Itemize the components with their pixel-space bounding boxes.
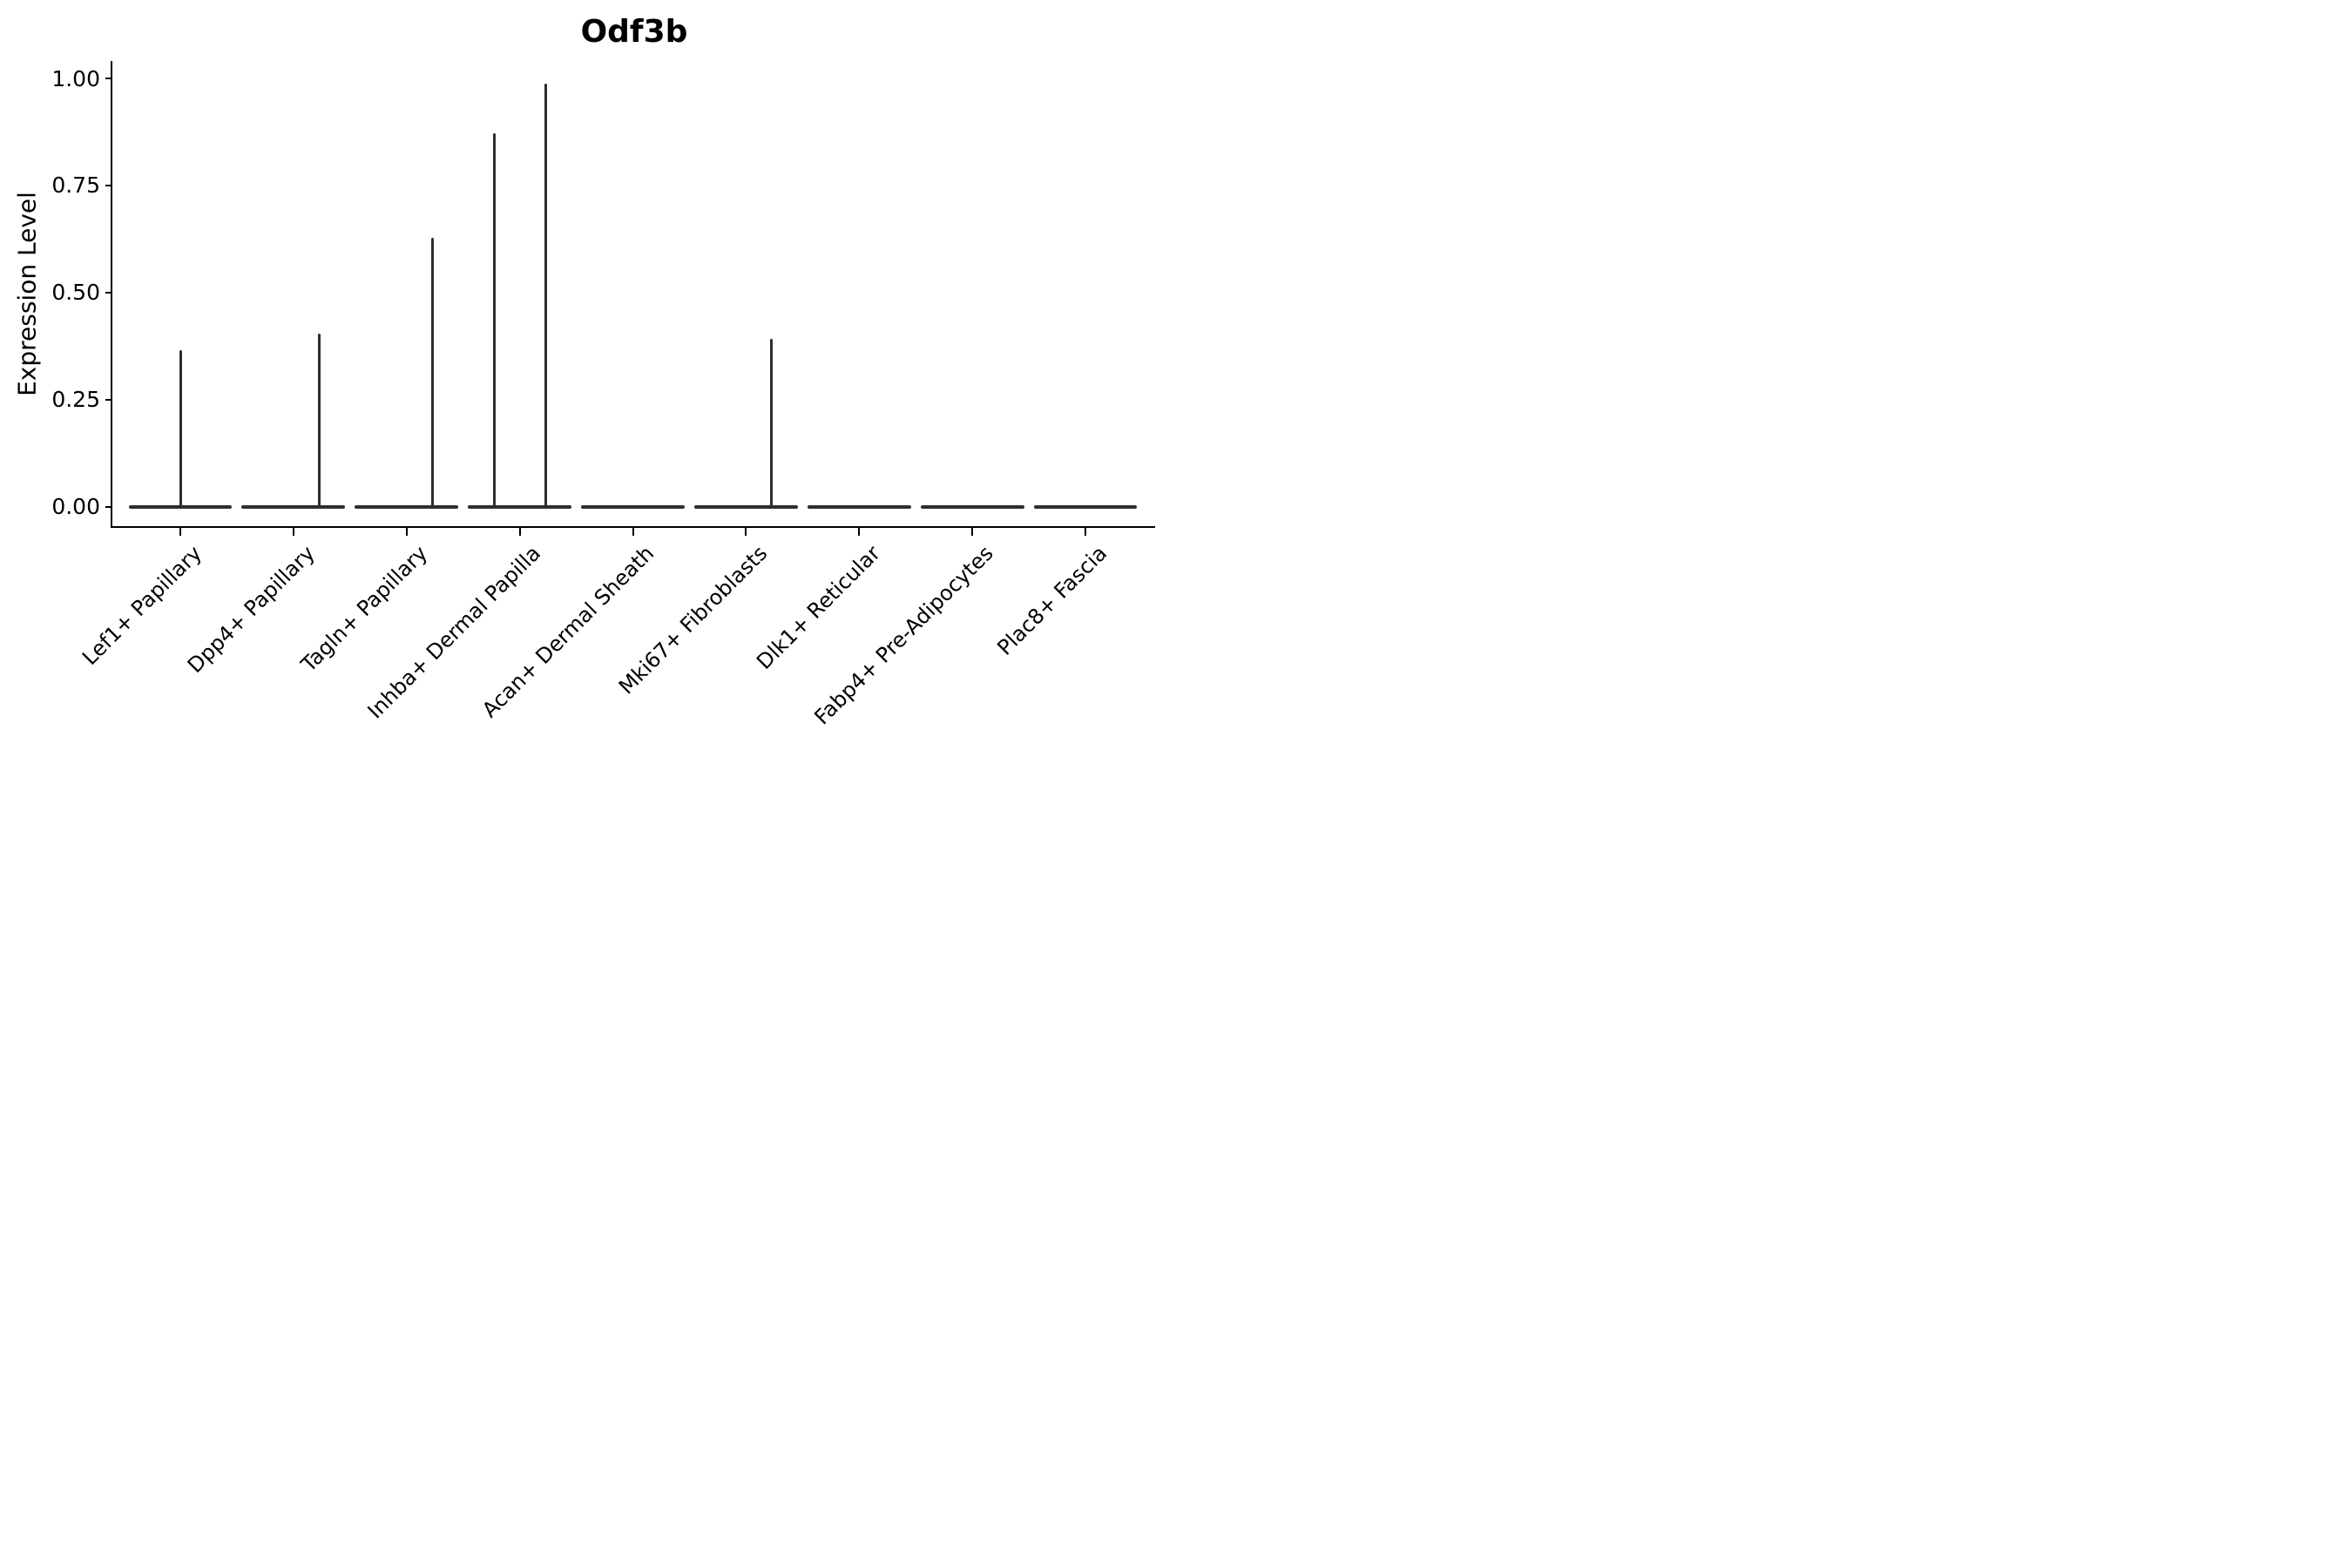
violin-base [355, 504, 459, 509]
violin-base [920, 504, 1024, 509]
x-tick-mark [971, 527, 974, 536]
y-axis-spine [111, 61, 112, 528]
y-tick-label: 0.50 [51, 280, 100, 306]
violin-base [693, 504, 798, 509]
y-tick-mark [105, 505, 112, 508]
y-tick-mark [105, 78, 112, 79]
y-tick-label: 0.75 [51, 172, 100, 199]
y-tick-mark [105, 184, 112, 186]
y-tick-label: 0.00 [51, 494, 100, 519]
violin-base [581, 504, 685, 509]
y-tick-mark [105, 398, 112, 401]
x-tick-mark [745, 527, 747, 536]
chart-title: Odf3b [580, 14, 688, 50]
violin-spike [493, 132, 497, 509]
violin-plot-figure: Odf3b Expression Level 0.00 0.25 0.50 0.75 1… [0, 0, 1176, 784]
x-tick-label: Plac8+ Fascia [992, 541, 1112, 660]
violin-spike [770, 339, 774, 509]
x-tick-label: Dlk1+ Reticular [752, 541, 886, 674]
violin-spike [544, 83, 548, 509]
violin-base [1033, 504, 1138, 509]
x-tick-label: Lef1+ Papillary [77, 541, 206, 670]
violin-base [807, 504, 911, 509]
violin-spike [430, 238, 434, 509]
x-tick-mark [405, 527, 408, 536]
y-tick-label: 1.00 [51, 65, 100, 91]
x-tick-mark [858, 527, 861, 536]
violin-spike [317, 334, 321, 509]
violin-base [468, 504, 572, 509]
x-tick-mark [518, 527, 521, 536]
x-tick-mark [1085, 527, 1086, 536]
x-tick-mark [292, 527, 294, 536]
y-tick-label: 0.25 [51, 387, 100, 413]
violin-spike [179, 349, 182, 509]
violin-base [241, 504, 346, 509]
y-tick-mark [105, 291, 112, 294]
x-tick-mark [632, 527, 634, 536]
x-tick-mark [179, 527, 181, 536]
